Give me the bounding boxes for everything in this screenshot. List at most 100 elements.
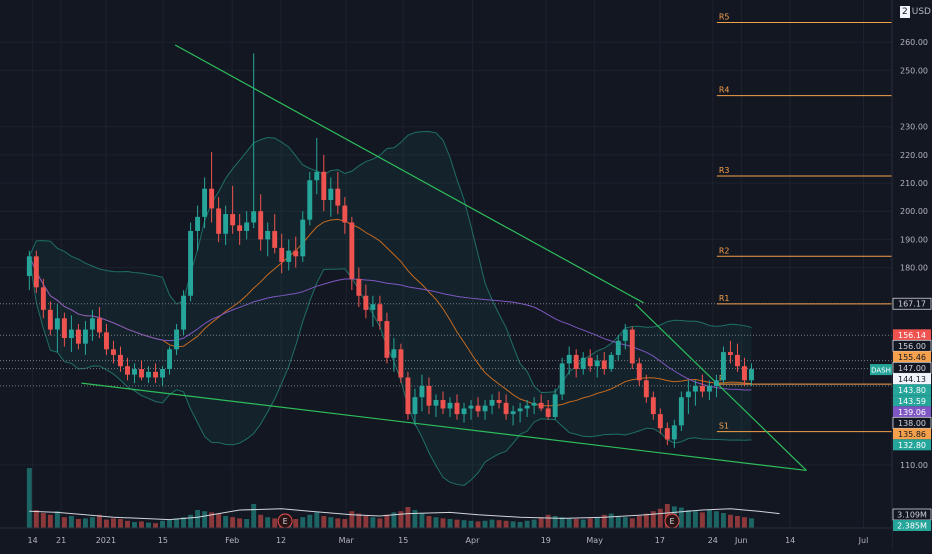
candle-body <box>335 188 341 206</box>
volume-bar <box>103 519 109 528</box>
candle-body <box>223 214 229 234</box>
price-label-bg <box>893 384 931 396</box>
currency-selector[interactable]: 2 USD <box>900 4 931 20</box>
volume-bar <box>335 518 341 528</box>
volume-bar <box>146 522 151 528</box>
candle-body <box>692 385 698 392</box>
volume-bar <box>727 514 733 528</box>
time-tick-label: Jul <box>858 536 869 545</box>
candle-body <box>538 402 544 409</box>
time-tick-label: 12 <box>276 536 286 545</box>
currency-code: USD <box>911 7 931 17</box>
candle-body <box>489 400 495 406</box>
price-label: 144.13 <box>898 375 926 384</box>
candle-body <box>82 329 88 344</box>
time-tick-label: 21 <box>56 536 66 545</box>
symbol-tag-bg <box>870 364 892 376</box>
volume-bar <box>188 514 194 528</box>
price-label-bg <box>892 297 932 310</box>
candle-body <box>314 171 320 181</box>
volume-bar <box>167 519 173 528</box>
volume-bar <box>40 513 46 528</box>
volume-bar <box>61 517 67 528</box>
volume-bar <box>468 520 474 528</box>
candle-body <box>426 385 432 406</box>
candle-body <box>307 180 313 220</box>
candle-body <box>349 222 355 279</box>
volume-bar <box>685 510 691 528</box>
candle-body <box>524 405 530 409</box>
volume-bar <box>265 517 271 528</box>
volume-bar <box>75 519 81 528</box>
candle-body <box>139 369 144 378</box>
volume-bar <box>363 516 369 528</box>
candle-body <box>636 363 642 381</box>
price-label: 143.59 <box>898 397 926 406</box>
candle-body <box>510 411 516 415</box>
volume-bar <box>650 511 656 528</box>
volume-bar <box>223 516 229 528</box>
pivot-label-r1: R1 <box>719 294 730 303</box>
volume-bar <box>643 513 649 528</box>
candle-body <box>167 349 173 370</box>
volume-bar <box>720 513 726 528</box>
volume-bar <box>314 512 320 528</box>
volume-bar <box>517 522 523 528</box>
price-axis[interactable]: 260.00 250.00 230.00 220.00 210.00 200.00 190.… <box>891 0 932 550</box>
candle-body <box>96 318 102 333</box>
volume-bar <box>573 519 579 528</box>
volume-bar <box>742 517 747 528</box>
candle-body <box>230 214 236 226</box>
candle-body <box>125 366 130 375</box>
volume-bar <box>496 520 502 528</box>
volume-bar <box>559 517 565 528</box>
volume-bar <box>209 512 215 528</box>
candle-body <box>713 380 719 386</box>
pivot-label-r3: R3 <box>719 166 730 175</box>
volume-bar <box>342 519 348 528</box>
candle-body <box>75 329 81 344</box>
candle-body <box>482 405 488 412</box>
candle-body <box>293 250 299 257</box>
candle-body <box>559 363 565 395</box>
time-tick-label: May <box>586 536 603 545</box>
price-label-bg <box>893 395 931 407</box>
candle-body <box>237 225 243 231</box>
volume-bar <box>139 521 144 528</box>
candle-body <box>216 208 222 234</box>
volume-bar <box>195 510 201 528</box>
volume-bar <box>118 519 123 528</box>
candle-body <box>398 349 404 378</box>
candle-body <box>440 400 446 409</box>
candle-body <box>377 304 383 322</box>
volume-bar <box>160 520 165 528</box>
candle-body <box>580 357 586 370</box>
candle-body <box>68 329 74 339</box>
price-labels: 167.17 156.14 156.00 155.46 147.00 144.13 143.… <box>870 297 932 531</box>
price-label: 132.80 <box>898 441 926 450</box>
candle-body <box>475 405 481 412</box>
candle-body <box>678 397 684 426</box>
volume-bar <box>692 511 698 528</box>
volume-bar <box>489 519 495 528</box>
volume-bar <box>33 510 39 528</box>
candle-body <box>706 385 712 392</box>
candle-body <box>370 304 376 310</box>
candle-body <box>503 402 509 415</box>
volume-bar <box>657 508 663 528</box>
price-label-bg <box>893 329 931 341</box>
price-tick-label: 190.00 <box>900 235 928 244</box>
candle-body <box>111 349 116 355</box>
earnings-marker-label: E <box>283 517 288 526</box>
volume-bar <box>706 510 712 528</box>
volume-bar <box>405 507 411 528</box>
candle-body <box>412 397 418 415</box>
time-axis[interactable]: 14 21 2021 15 Feb 12 Mar 15 Apr 19 May 17 24 Jun 14 Jul <box>0 527 892 550</box>
volume-bar <box>300 517 306 528</box>
volume-label: 2.385M <box>897 522 927 531</box>
volume-bar <box>629 518 635 528</box>
volume-bar <box>26 468 32 528</box>
